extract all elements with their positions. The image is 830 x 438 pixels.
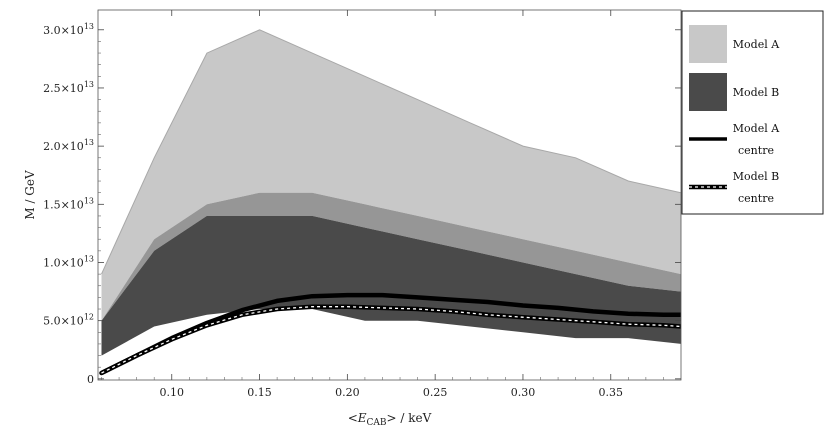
x-tick-label: 0.30 <box>511 386 536 399</box>
y-axis-label: M / GeV <box>23 170 37 220</box>
y-tick-label: 5.0×1012 <box>43 313 94 328</box>
model-a-band <box>101 29 681 321</box>
x-axis-label: <ECAB> / keV <box>348 411 432 428</box>
x-tick-label: 0.20 <box>335 386 360 399</box>
y-axis: 0 5.0×1012 1.0×1013 1.5×1013 2.0×1013 2.5×101… <box>43 22 681 386</box>
model-a-upper-edge <box>101 29 681 275</box>
x-tick-label: 0.25 <box>423 386 448 399</box>
x-axis: 0.10 0.15 0.20 0.25 0.30 0.35 <box>101 10 664 399</box>
y-tick-label: 2.5×1013 <box>43 80 94 95</box>
legend-model-a-swatch <box>689 25 727 63</box>
legend-model-b-label: Model B <box>733 86 780 99</box>
legend-model-a-centre-label: centre <box>738 144 774 157</box>
y-tick-label: 2.0×1013 <box>43 138 94 153</box>
legend-model-a-label: Model A <box>733 38 780 51</box>
legend-model-b-centre-label: Model B <box>733 170 780 183</box>
data-lines <box>99 292 681 376</box>
plot-frame <box>97 9 682 381</box>
legend-model-b-swatch <box>689 73 727 111</box>
model-b-centre-dash <box>101 306 681 374</box>
legend-model-b-centre-label: centre <box>738 192 774 205</box>
data-bands <box>101 29 681 356</box>
legend-model-a-centre-label: Model A <box>733 122 780 135</box>
y-tick-label: 1.0×1013 <box>43 254 94 269</box>
model-a-model-b-overlap-band <box>101 192 681 321</box>
y-tick-label: 3.0×1013 <box>43 22 94 37</box>
legend: Model A Model B Model A centre Model B centre <box>681 10 824 215</box>
x-tick-label: 0.35 <box>599 386 624 399</box>
y-tick-label: 0 <box>87 373 94 386</box>
x-tick-label: 0.10 <box>160 386 185 399</box>
x-tick-label: 0.15 <box>247 386 272 399</box>
y-tick-label: 1.5×1013 <box>43 196 94 211</box>
model-b-band <box>101 215 681 356</box>
